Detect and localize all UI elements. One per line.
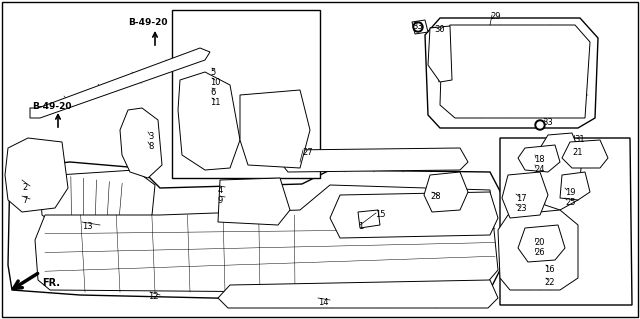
Polygon shape <box>280 148 468 172</box>
Text: 16: 16 <box>544 265 555 274</box>
Polygon shape <box>424 172 468 212</box>
Circle shape <box>413 22 423 32</box>
Text: 4: 4 <box>218 186 223 195</box>
Text: 12: 12 <box>148 292 159 301</box>
Text: 7: 7 <box>22 196 28 205</box>
Text: 26: 26 <box>534 248 545 257</box>
Text: 11: 11 <box>210 98 221 107</box>
Text: 6: 6 <box>210 88 216 97</box>
Polygon shape <box>330 192 498 238</box>
Text: 5: 5 <box>210 68 215 77</box>
Polygon shape <box>35 185 498 292</box>
Text: 21: 21 <box>572 148 582 157</box>
Circle shape <box>535 120 545 130</box>
Text: 29: 29 <box>490 12 500 21</box>
Text: 2: 2 <box>22 183 28 192</box>
Polygon shape <box>172 10 320 178</box>
Text: 28: 28 <box>430 192 440 201</box>
Text: 9: 9 <box>218 196 223 205</box>
Text: 18: 18 <box>534 155 545 164</box>
Polygon shape <box>30 48 210 118</box>
Polygon shape <box>218 280 498 308</box>
Text: 3: 3 <box>148 132 154 141</box>
Polygon shape <box>502 172 548 218</box>
Text: 17: 17 <box>516 194 527 203</box>
Polygon shape <box>178 72 240 170</box>
Text: 8: 8 <box>148 142 154 151</box>
Text: FR.: FR. <box>42 278 60 288</box>
Text: 23: 23 <box>516 204 527 213</box>
Text: 20: 20 <box>534 238 545 247</box>
Text: 30: 30 <box>434 25 445 34</box>
Polygon shape <box>425 18 598 128</box>
Polygon shape <box>358 210 380 228</box>
Polygon shape <box>560 172 590 200</box>
Polygon shape <box>500 138 632 305</box>
Polygon shape <box>120 108 162 178</box>
Polygon shape <box>518 225 565 262</box>
Text: 31: 31 <box>574 135 584 144</box>
Circle shape <box>537 122 543 128</box>
Polygon shape <box>440 25 590 118</box>
Text: 19: 19 <box>565 188 575 197</box>
Polygon shape <box>40 170 155 228</box>
Text: 15: 15 <box>375 210 385 219</box>
Text: 33: 33 <box>412 22 423 31</box>
Polygon shape <box>562 140 608 168</box>
Text: B-49-20: B-49-20 <box>128 18 168 27</box>
Text: 33: 33 <box>542 118 553 127</box>
Polygon shape <box>538 133 582 210</box>
Polygon shape <box>8 162 502 300</box>
Polygon shape <box>240 90 310 168</box>
Text: 13: 13 <box>82 222 93 231</box>
Polygon shape <box>412 20 428 34</box>
Text: 25: 25 <box>565 198 575 207</box>
Text: 14: 14 <box>318 298 328 307</box>
Circle shape <box>415 24 421 30</box>
Text: 10: 10 <box>210 78 221 87</box>
Text: 1: 1 <box>358 222 364 231</box>
Polygon shape <box>498 210 578 290</box>
Text: 22: 22 <box>544 278 554 287</box>
Polygon shape <box>218 178 290 225</box>
Text: 24: 24 <box>534 165 545 174</box>
Polygon shape <box>5 138 68 212</box>
Text: B-49-20: B-49-20 <box>32 102 72 111</box>
Text: 27: 27 <box>302 148 312 157</box>
Polygon shape <box>518 145 560 172</box>
Polygon shape <box>428 26 452 82</box>
